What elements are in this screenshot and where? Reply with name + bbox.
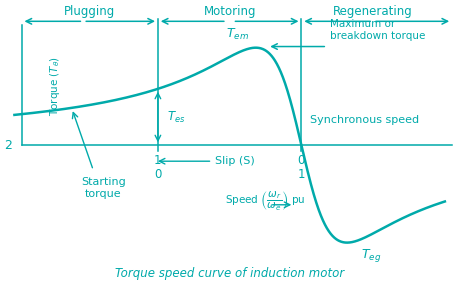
Text: Speed $\left(\dfrac{\omega_r}{\omega_e}\right)$ pu: Speed $\left(\dfrac{\omega_r}{\omega_e}\… bbox=[225, 189, 306, 212]
Text: Synchronous speed: Synchronous speed bbox=[310, 115, 419, 125]
Text: Torque speed curve of induction motor: Torque speed curve of induction motor bbox=[115, 268, 344, 280]
Text: Regenerating: Regenerating bbox=[333, 5, 413, 18]
Text: Slip (S): Slip (S) bbox=[215, 156, 255, 166]
Text: $T_{em}$: $T_{em}$ bbox=[226, 27, 249, 42]
Text: $T_{eg}$: $T_{eg}$ bbox=[361, 247, 382, 264]
Text: 0: 0 bbox=[298, 154, 305, 167]
Text: Motoring: Motoring bbox=[203, 5, 256, 18]
Text: 2: 2 bbox=[4, 139, 12, 152]
Text: Plugging: Plugging bbox=[64, 5, 116, 18]
Text: Starting
torque: Starting torque bbox=[81, 177, 126, 199]
Text: Torque ($T_{\theta}$): Torque ($T_{\theta}$) bbox=[48, 56, 61, 116]
Text: 0: 0 bbox=[154, 168, 162, 181]
Text: 1: 1 bbox=[154, 154, 162, 167]
Text: 1: 1 bbox=[298, 168, 305, 181]
Text: $T_{es}$: $T_{es}$ bbox=[166, 109, 185, 124]
Text: Maximum or
breakdown torque: Maximum or breakdown torque bbox=[330, 19, 426, 41]
